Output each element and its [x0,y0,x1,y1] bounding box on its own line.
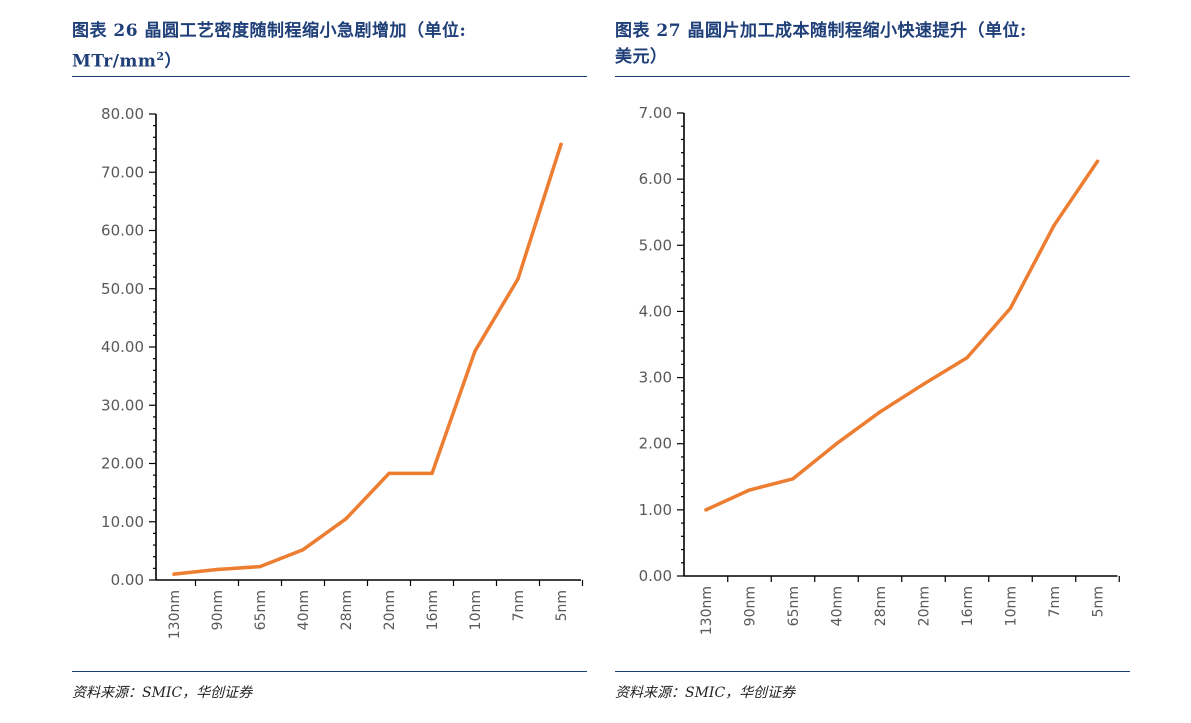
title-text: 图表 27 晶圆片加工成本随制程缩小快速提升（单位: [615,21,1027,41]
data-point [704,508,708,512]
y-tick-label: 5.00 [639,236,672,254]
data-point [791,477,795,481]
y-tick-label: 70.00 [101,163,144,181]
source-note: 资料来源：SMIC，华创证券 [615,685,796,701]
y-tick-label: 50.00 [101,280,144,298]
y-tick-label: 1.00 [639,501,672,519]
x-tick-label: 90nm [743,586,759,626]
y-tick-label: 80.00 [101,105,144,123]
source-divider [615,671,1130,672]
x-tick-label: 16nm [960,586,976,626]
title-superscript: 2 [156,50,165,63]
chart-panel-cost: 图表 27 晶圆片加工成本随制程缩小快速提升（单位: 美元） 0.00 1.00 2… [615,0,1130,723]
data-point [301,548,305,552]
y-tick-label: 4.00 [639,302,672,320]
x-tick-label: 20nm [382,590,398,630]
y-tick-label: 30.00 [101,396,144,414]
data-point [1095,159,1100,163]
data-point [473,349,477,353]
y-tick-label: 3.00 [639,369,672,387]
chart-panel-density: 图表 26 晶圆工艺密度随制程缩小急剧增加（单位: MTr/mm2） 0.00 1… [72,0,587,723]
data-point [387,471,391,476]
x-tick-label: 40nm [296,590,312,630]
data-point [965,356,969,360]
y-tick-label: 60.00 [101,222,144,240]
x-tick-label: 28nm [873,586,889,626]
y-tick-label: 0.00 [111,571,144,589]
x-tick-label: 90nm [210,590,226,630]
x-tick-label: 130nm [167,590,183,639]
data-point [215,567,219,572]
source-divider [72,671,587,672]
data-point [747,488,752,492]
x-tick-label: 10nm [468,590,484,630]
series-line [172,142,563,576]
data-point [834,442,839,446]
x-tick-label: 5nm [554,590,570,621]
data-point [1008,306,1013,310]
x-tick-label: 7nm [1047,586,1063,617]
density-line-chart: 0.00 10.00 20.00 30.00 40.00 50.00 60.00 70.00 8… [101,105,584,639]
y-tick-label: 40.00 [101,338,144,356]
x-tick-label: 65nm [786,586,802,626]
data-point [559,142,563,146]
source-note: 资料来源：SMIC，华创证券 [72,685,253,701]
data-point [430,471,434,476]
x-tick-label: 7nm [511,590,527,621]
x-tick-label: 65nm [253,590,269,630]
chart-title-cost: 图表 27 晶圆片加工成本随制程缩小快速提升（单位: 美元） [615,18,1130,70]
x-tick-label: 16nm [425,590,441,630]
y-tick-label: 10.00 [101,513,144,531]
title-divider [615,76,1130,77]
data-point [516,277,520,281]
x-tick-label: 40nm [830,586,846,626]
title-close: ） [164,51,183,72]
title-unit: MTr/mm [72,51,157,72]
y-tick-label: 0.00 [639,567,672,585]
data-point [921,382,926,386]
data-point [172,572,176,576]
x-tick-label: 20nm [917,586,933,626]
title-text: 图表 26 晶圆工艺密度随制程缩小急剧增加（单位: [72,21,467,41]
x-tick-label: 10nm [1004,586,1020,626]
cost-line-chart: 0.00 1.00 2.00 3.00 4.00 5.00 6.00 7.00 130nm 90n… [639,104,1120,635]
y-tick-label: 6.00 [639,170,672,188]
chart-title-density: 图表 26 晶圆工艺密度随制程缩小急剧增加（单位: MTr/mm2） [72,18,587,75]
y-tick-label: 20.00 [101,455,144,473]
data-point [258,564,262,569]
y-tick-label: 7.00 [639,104,672,122]
x-tick-label: 28nm [339,590,355,630]
title-unit: 美元） [615,47,668,67]
data-point [344,517,348,521]
x-tick-label: 130nm [699,586,715,635]
data-point [878,410,882,414]
data-point [1052,223,1056,228]
series-line [704,159,1100,512]
x-tick-label: 5nm [1091,586,1107,617]
title-divider [72,76,587,77]
y-tick-label: 2.00 [639,435,672,453]
